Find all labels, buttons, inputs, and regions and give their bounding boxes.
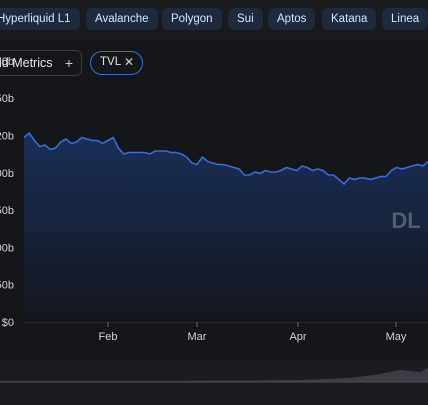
chain-chip-hyperliquid-l1[interactable]: Hyperliquid L1 (0, 8, 80, 30)
y-tick-label: 20b (0, 131, 14, 143)
y-tick-label: 30b (0, 56, 14, 68)
y-tick-label: 50b (0, 205, 14, 217)
y-tick-label: 50b (0, 280, 14, 292)
chain-filter-bar: Hyperliquid L1 Avalanche Polygon Sui Aptos Ka… (0, 0, 428, 38)
chain-chip-aptos[interactable]: Aptos (268, 8, 316, 30)
x-tick-label: Mar (188, 331, 207, 343)
tvl-area-chart: $0 50b 00b 50b 00b 20b 50b 30b Feb Mar Apr May DL (0, 56, 428, 343)
metrics-label: ld Metrics (0, 56, 53, 70)
scrubber-area (0, 368, 428, 382)
tvl-label: TVL (100, 56, 122, 68)
add-metrics-button[interactable]: ld Metrics + (0, 50, 82, 76)
range-scrubber[interactable] (0, 360, 428, 400)
y-tick-label: 00b (0, 242, 14, 254)
y-tick-label: $0 (2, 317, 14, 329)
tvl-area-fill (24, 133, 428, 322)
chain-chip-avalanche[interactable]: Avalanche (86, 8, 158, 30)
chain-chip-sui[interactable]: Sui (228, 8, 263, 30)
chain-chip-katana[interactable]: Katana (322, 8, 377, 30)
y-tick-label: 00b (0, 168, 14, 180)
y-tick-label: 50b (0, 93, 14, 105)
x-tick-label: Feb (99, 331, 118, 343)
tvl-line (23, 131, 428, 186)
x-tick-label: Apr (289, 331, 306, 343)
plus-icon: + (64, 55, 73, 71)
watermark-logo: DL (391, 208, 420, 233)
tvl-metric-chip[interactable]: TVL ✕ (90, 51, 143, 75)
chain-chip-linea[interactable]: Linea (382, 8, 428, 30)
scrubber-preview (0, 368, 428, 383)
close-icon[interactable]: ✕ (123, 55, 134, 69)
chain-chip-polygon[interactable]: Polygon (162, 8, 222, 30)
x-tick-label: May (386, 331, 407, 343)
